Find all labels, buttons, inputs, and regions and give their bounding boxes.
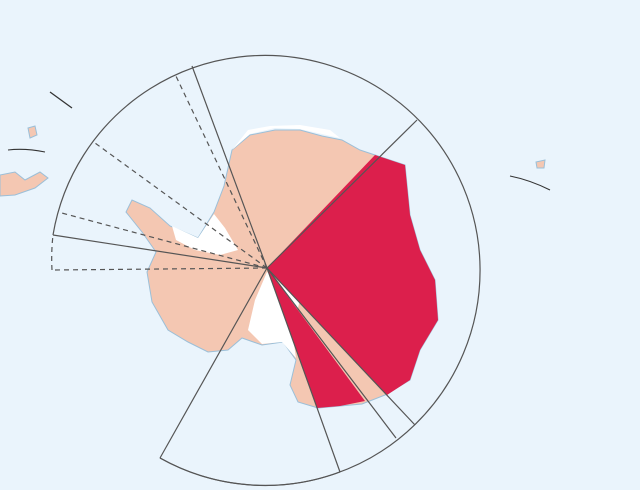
- ronne-ice-shelf: [172, 214, 238, 255]
- claim-arc: [159, 457, 341, 486]
- island: [535, 159, 546, 169]
- claim-line: [159, 267, 268, 459]
- disputed-line: [57, 211, 268, 269]
- disputed-arc: [51, 234, 54, 271]
- ridge-line: [7, 148, 46, 153]
- claim-line: [266, 267, 416, 426]
- ridge-line: [49, 91, 73, 109]
- claim-line: [266, 267, 397, 439]
- claim-line: [266, 119, 418, 269]
- territory-west: [267, 268, 365, 408]
- island: [27, 125, 38, 139]
- territory-east: [267, 155, 438, 395]
- claim-line: [52, 234, 268, 269]
- claim-line: [266, 267, 341, 473]
- claim-line: [191, 65, 268, 269]
- ridge-line: [509, 175, 551, 191]
- ice-fringe: [232, 125, 340, 150]
- south-america-tip: [0, 171, 49, 197]
